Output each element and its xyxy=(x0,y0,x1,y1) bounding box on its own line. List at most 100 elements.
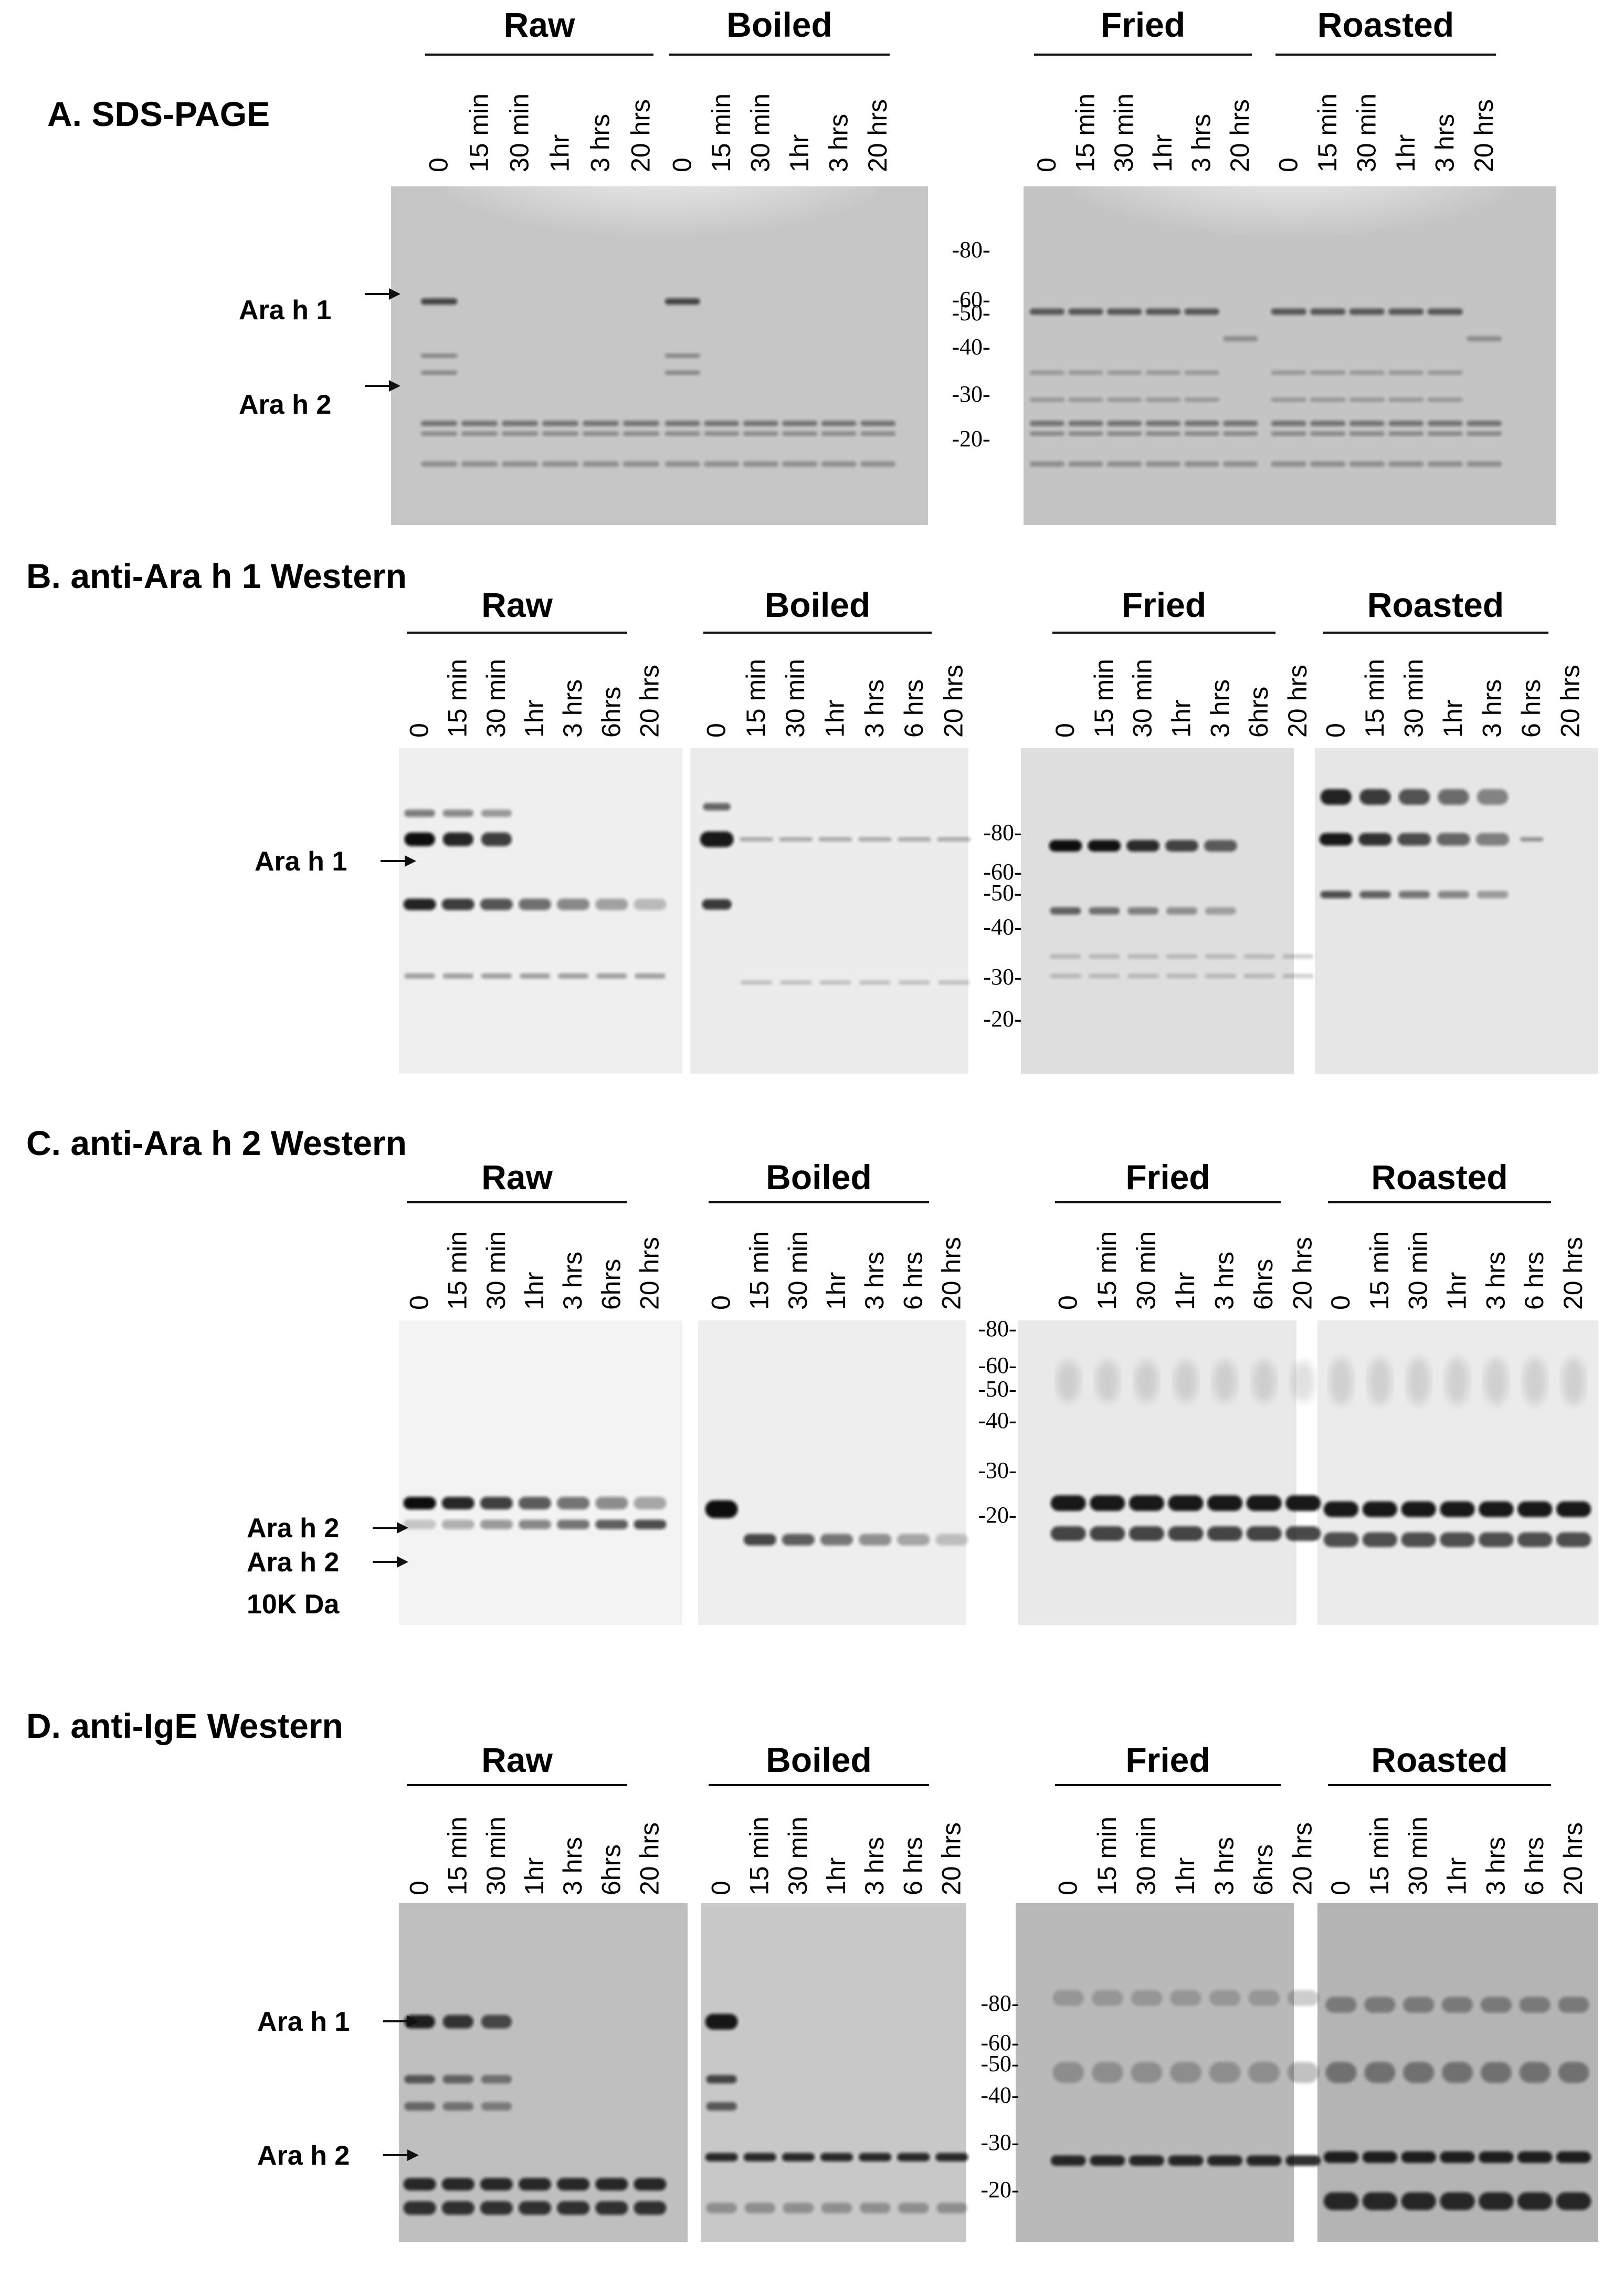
band xyxy=(1174,1360,1198,1402)
band xyxy=(518,1497,552,1509)
lane-label: 0 xyxy=(1050,723,1080,738)
band xyxy=(1145,308,1180,315)
band xyxy=(935,2153,968,2161)
band xyxy=(1427,370,1463,375)
panel-1: A. SDS-PAGE Raw 0 15 min 30 min 1hr 3 hrs 20 hr… xyxy=(47,5,1556,525)
lane-label: 20 hrs xyxy=(936,1822,966,1895)
band xyxy=(420,461,458,467)
band xyxy=(1095,1360,1120,1402)
band xyxy=(1479,2192,1514,2210)
gel-highlight xyxy=(1071,129,1512,286)
lane-label: 1hr xyxy=(1438,700,1468,738)
band xyxy=(442,810,473,817)
lane-group-fried: Fried 0 15 min 30 min 1hr 3 hrs 6hrs 20 hrs xyxy=(1050,1158,1321,1541)
blot-membrane xyxy=(1018,1320,1296,1625)
band xyxy=(1349,431,1385,436)
band xyxy=(1310,308,1346,315)
band xyxy=(501,421,539,426)
lane-label: 6 hrs xyxy=(899,679,929,738)
band xyxy=(859,2153,892,2161)
marker-label: -80- xyxy=(952,237,990,263)
band xyxy=(595,898,628,910)
band xyxy=(1398,891,1430,898)
band xyxy=(1223,421,1258,426)
band xyxy=(442,832,473,846)
lane-label: 30 min xyxy=(1128,659,1157,738)
band xyxy=(1437,833,1470,846)
band xyxy=(1320,891,1352,898)
band xyxy=(820,1534,853,1546)
group-label: Raw xyxy=(481,585,553,624)
band xyxy=(665,421,700,426)
lane-label: 0 xyxy=(405,1881,434,1895)
group-label: Raw xyxy=(481,1740,553,1779)
band xyxy=(481,2075,512,2084)
band xyxy=(596,973,627,979)
band xyxy=(1170,2062,1201,2083)
band xyxy=(1131,2062,1163,2083)
band xyxy=(1131,1990,1163,2006)
band xyxy=(1310,397,1346,402)
band xyxy=(1271,397,1306,402)
band xyxy=(860,431,896,436)
lane-label: 6 hrs xyxy=(1520,1252,1549,1310)
lane-label: 0 xyxy=(1032,158,1061,172)
lane-group-boiled: Boiled 0 15 min 30 min 1hr 3 hrs 6 hrs 20 hrs xyxy=(700,585,971,985)
band xyxy=(1427,431,1463,436)
band xyxy=(1397,833,1431,846)
band xyxy=(1029,421,1064,426)
band xyxy=(1271,308,1306,315)
band xyxy=(1480,1997,1512,2013)
arrow-head-icon xyxy=(397,1556,408,1568)
band xyxy=(501,461,539,467)
lane-label: 20 hrs xyxy=(1283,665,1312,738)
band xyxy=(1441,2062,1473,2083)
band xyxy=(1207,1526,1243,1541)
band-annotation: Ara h 1 xyxy=(255,846,347,877)
band xyxy=(1477,789,1509,805)
lane-label: 30 min xyxy=(783,1817,813,1895)
band xyxy=(623,431,660,436)
band xyxy=(1440,2192,1475,2210)
band xyxy=(1145,461,1180,467)
band xyxy=(1127,974,1159,978)
lane-label: 1hr xyxy=(820,700,850,738)
lane-label: 20 hrs xyxy=(626,99,656,172)
lane-label: 1hr xyxy=(1148,134,1177,172)
band xyxy=(665,431,700,436)
blot-membrane xyxy=(701,1903,966,2242)
band xyxy=(1285,1495,1321,1511)
band xyxy=(1467,431,1502,436)
band xyxy=(1441,1997,1473,2013)
band xyxy=(1029,397,1064,402)
band xyxy=(403,2178,436,2191)
band xyxy=(859,1534,892,1546)
band xyxy=(1248,2062,1280,2083)
lane-label: 6hrs xyxy=(596,1259,626,1310)
lane-label: 3 hrs xyxy=(1481,1252,1510,1310)
band xyxy=(1090,2155,1125,2166)
group-label: Roasted xyxy=(1371,1740,1507,1779)
band xyxy=(1271,421,1306,426)
band xyxy=(420,370,458,375)
lane-label: 1hr xyxy=(1442,1272,1472,1310)
lane-label: 20 hrs xyxy=(1556,665,1585,738)
band xyxy=(557,973,589,979)
band xyxy=(1323,2151,1359,2163)
band xyxy=(821,461,857,467)
band xyxy=(898,2202,929,2213)
band xyxy=(1184,397,1219,402)
band xyxy=(1427,421,1463,426)
lane-label: 1hr xyxy=(520,1858,549,1895)
lane-label: 15 min xyxy=(741,659,771,738)
lane-label: 30 min xyxy=(1399,659,1428,738)
band xyxy=(1517,1532,1553,1547)
band xyxy=(782,2153,815,2161)
band-annotation: Ara h 2 xyxy=(247,1513,339,1544)
lane-label: 30 min xyxy=(1404,1817,1433,1895)
band xyxy=(860,421,896,426)
marker-label: -40- xyxy=(952,334,990,360)
lane-label: 0 xyxy=(667,158,697,172)
band xyxy=(706,2202,737,2213)
band xyxy=(501,431,539,436)
